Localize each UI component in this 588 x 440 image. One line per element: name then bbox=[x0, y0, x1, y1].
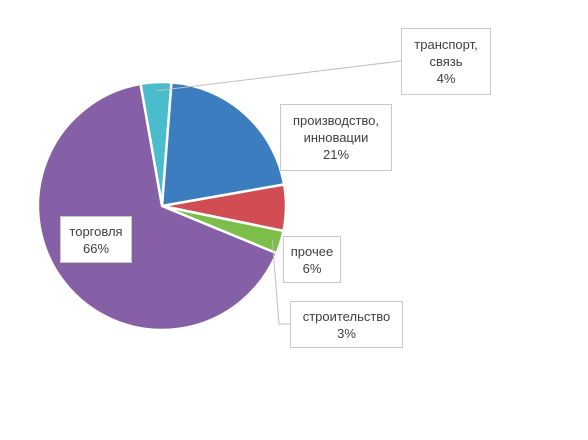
data-label-transport-value: 4% bbox=[436, 71, 456, 86]
data-label-production-line1: производство, bbox=[292, 113, 380, 128]
leader-line-transport bbox=[156, 60, 402, 92]
data-label-construction: строительство 3% bbox=[290, 301, 403, 348]
data-label-other: прочее 6% bbox=[283, 236, 341, 283]
data-label-production-line2: инновации bbox=[303, 130, 369, 145]
data-label-trade-value: 66% bbox=[82, 240, 110, 256]
data-label-production: производство, инновации 21% bbox=[280, 104, 392, 171]
data-label-other-value: 6% bbox=[302, 260, 322, 276]
data-label-construction-value: 3% bbox=[337, 325, 356, 341]
data-label-other-line1: прочее bbox=[290, 243, 334, 259]
pie-slice-trade bbox=[36, 82, 278, 332]
data-label-transport-line2: связь bbox=[429, 54, 463, 69]
leader-lines bbox=[156, 60, 402, 325]
data-label-construction-line1: строительство bbox=[302, 308, 391, 324]
data-label-transport-line1: транспорт, bbox=[414, 37, 478, 52]
data-label-transport: транспорт, связь 4% bbox=[401, 28, 491, 95]
slices-group bbox=[36, 80, 288, 332]
data-label-production-value: 21% bbox=[322, 147, 350, 162]
data-label-trade-line1: торговля bbox=[69, 223, 123, 239]
data-label-trade: торговля 66% bbox=[60, 216, 132, 263]
leader-line-construction bbox=[271, 239, 290, 325]
